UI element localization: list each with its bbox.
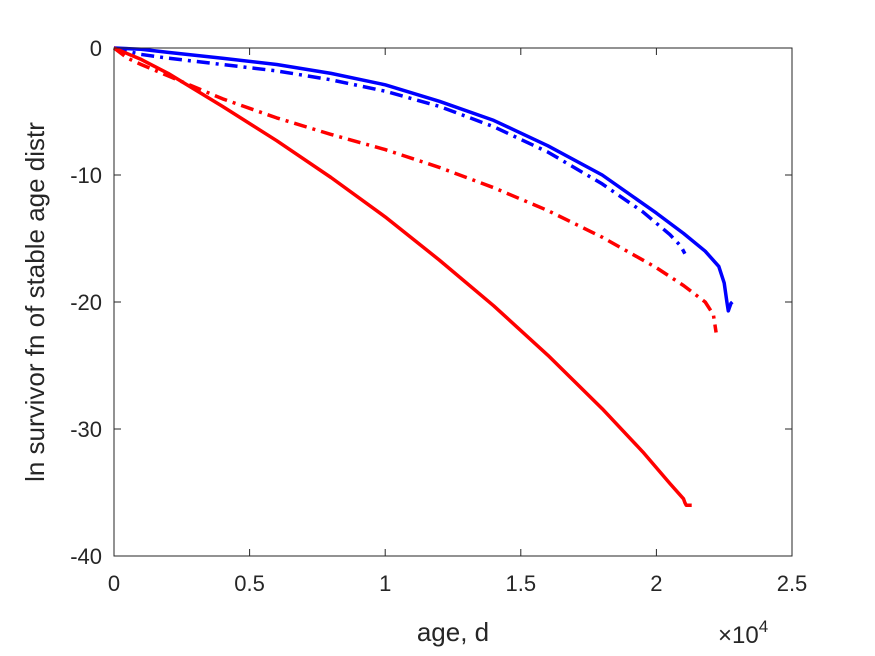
tick-layer: 0 0.5 1 1.5 2 2.5 0 -10 -20 -30 -40: [70, 36, 807, 596]
x-tick-label: 0: [108, 571, 120, 596]
y-tick-label: -30: [70, 417, 102, 442]
x-tick-label: 0.5: [234, 571, 265, 596]
series-line-1: [113, 46, 734, 313]
x-tick-label: 1.5: [506, 571, 537, 596]
y-tick-label: 0: [90, 36, 102, 61]
y-tick-label: -20: [70, 290, 102, 315]
x-tick-label: 2.5: [777, 571, 808, 596]
y-axis-label: ln survivor fn of stable age distr: [20, 122, 50, 482]
series-line-2: [113, 46, 687, 255]
x-axis-multiplier: ×104: [718, 617, 768, 649]
plot-area-box: [113, 47, 793, 557]
x-tick-label: 1: [379, 571, 391, 596]
series-line-4: [113, 46, 692, 507]
series-layer: [112, 46, 734, 507]
x-tick-label: 2: [650, 571, 662, 596]
y-tick-label: -10: [70, 163, 102, 188]
x-axis-multiplier-exponent: 4: [759, 617, 768, 636]
x-axis-multiplier-base: ×10: [718, 622, 759, 649]
series-line-3: [112, 46, 718, 333]
x-axis-label: age, d: [417, 617, 489, 647]
y-tick-label: -40: [70, 544, 102, 569]
